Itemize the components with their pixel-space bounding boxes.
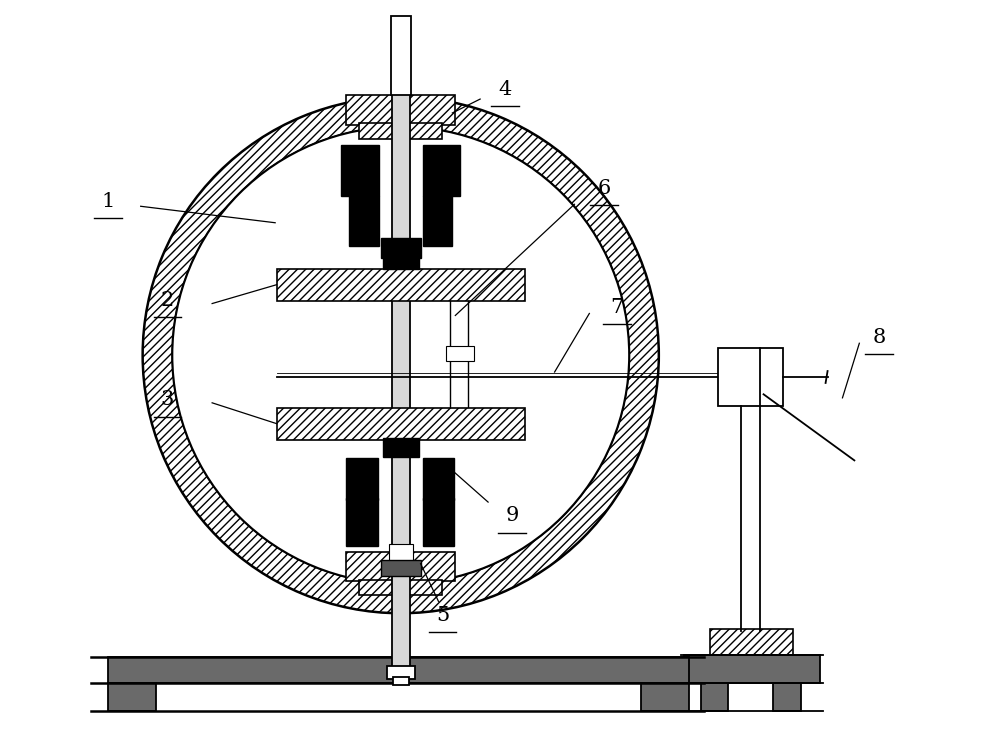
Circle shape [172,127,629,584]
Bar [773,683,801,710]
Bar [346,95,455,125]
Bar [277,269,525,300]
Bar [381,238,421,258]
Bar [423,145,460,196]
Bar [381,559,421,575]
Bar [346,458,378,500]
Bar [641,683,689,710]
Bar [718,348,783,405]
Bar [701,683,728,710]
Text: 5: 5 [436,606,449,624]
Bar [423,458,454,500]
Wedge shape [143,97,659,613]
Bar [346,552,455,581]
Bar [277,408,525,439]
Text: 8: 8 [873,328,886,347]
Bar [387,666,415,679]
Bar [392,17,410,668]
Bar [446,347,474,361]
Bar [341,145,379,196]
Text: 3: 3 [161,390,174,409]
Text: 9: 9 [505,507,519,525]
Bar [393,676,409,685]
Bar [383,249,419,269]
Bar [359,123,442,139]
Text: 4: 4 [498,79,512,99]
Text: 1: 1 [101,192,115,211]
Bar [383,438,419,458]
Bar [389,544,413,562]
Bar [387,256,415,268]
Bar [684,655,820,683]
Bar [108,657,689,683]
Bar [710,629,793,655]
Text: 6: 6 [598,179,611,198]
Text: 7: 7 [611,298,624,317]
Bar [359,580,442,596]
Bar [423,498,454,546]
Text: 2: 2 [161,291,174,310]
Bar [391,16,411,95]
Bar [346,498,378,546]
Bar [108,683,156,710]
Bar [423,196,452,246]
Bar [349,196,379,246]
